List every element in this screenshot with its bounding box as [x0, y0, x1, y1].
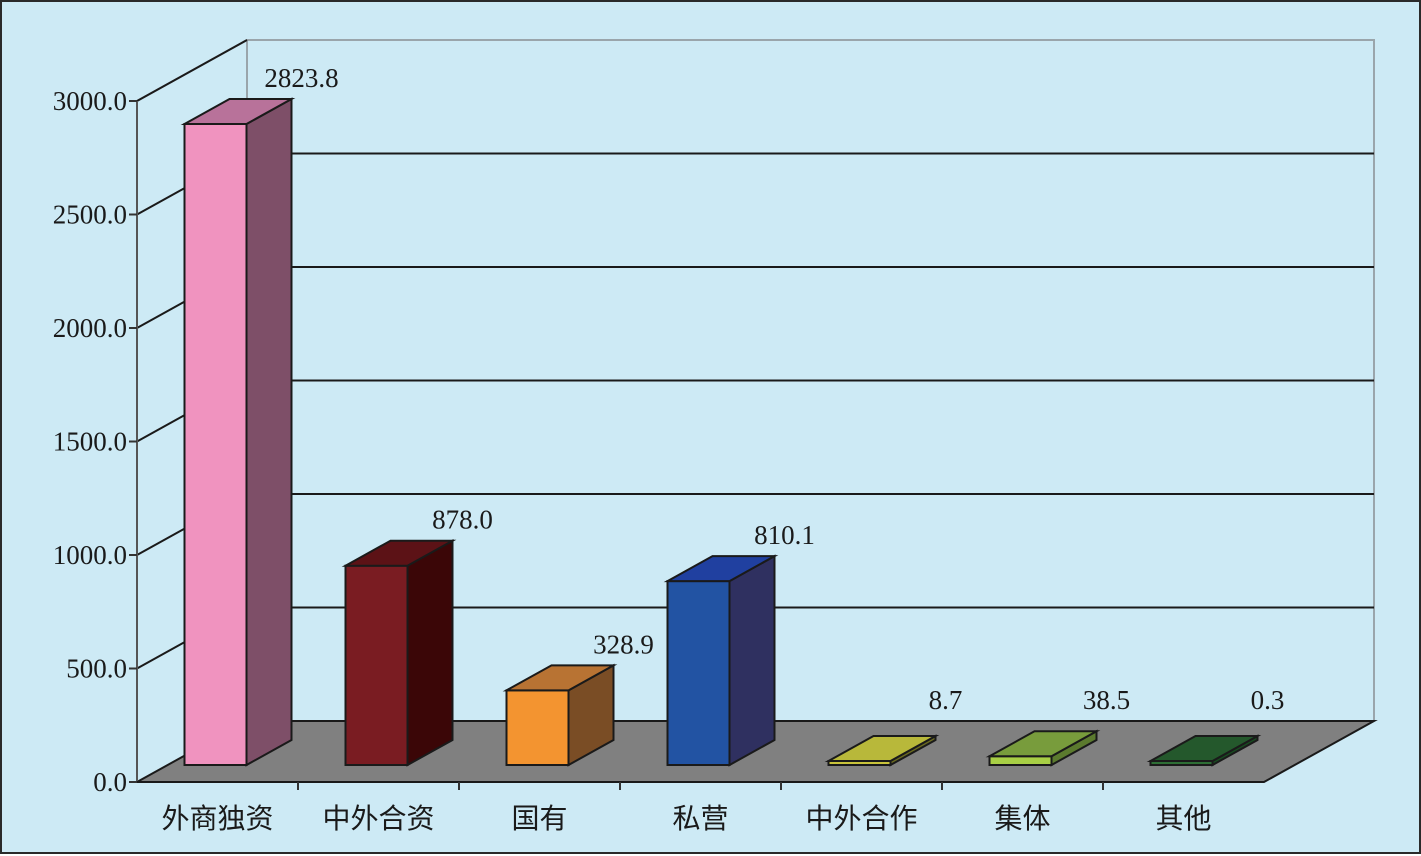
y-tick-label: 1500.0 [53, 427, 127, 457]
bar-top [180, 97, 296, 125]
y-tick-label: 0.0 [93, 767, 127, 797]
data-label: 328.9 [593, 629, 654, 659]
axes [129, 100, 1264, 790]
labels: 0.0 500.0 1000.0 1500.0 2000.0 2500.0 3000.0 28… [53, 63, 1285, 835]
data-label: 810.1 [754, 520, 815, 550]
y-tick-label: 2000.0 [53, 313, 127, 343]
bar-side [728, 554, 776, 767]
bar-top [824, 735, 940, 762]
bar-top [1146, 735, 1262, 762]
side-gridline [136, 39, 248, 102]
bar-front [344, 564, 409, 766]
y-tick-label: 3000.0 [53, 86, 127, 116]
category-label: 其他 [1155, 802, 1211, 835]
data-label: 2823.8 [264, 63, 338, 93]
data-label: 878.0 [432, 505, 493, 535]
category-label: 中外合作 [805, 802, 917, 835]
bar-front [505, 689, 570, 767]
bar-side [406, 538, 454, 767]
data-label: 0.3 [1251, 685, 1285, 715]
bar-top [985, 730, 1101, 758]
data-label: 8.7 [929, 685, 963, 715]
y-tick-label: 1000.0 [53, 540, 127, 570]
bars [180, 97, 1262, 767]
category-label: 集体 [994, 802, 1050, 835]
bar-top [341, 539, 457, 567]
category-label: 外商独资 [161, 802, 273, 835]
category-label: 私营 [672, 802, 728, 835]
data-label: 38.5 [1083, 685, 1130, 715]
category-label: 国有 [511, 802, 567, 835]
bar-front [183, 122, 248, 767]
category-label: 中外合资 [322, 802, 434, 835]
bar-top [663, 555, 779, 583]
bar-top [502, 664, 618, 692]
bar-front [988, 755, 1053, 766]
bar-side [245, 97, 293, 767]
y-tick-label: 500.0 [66, 654, 127, 684]
y-tick-label: 2500.0 [53, 200, 127, 230]
bar-front [666, 580, 731, 766]
